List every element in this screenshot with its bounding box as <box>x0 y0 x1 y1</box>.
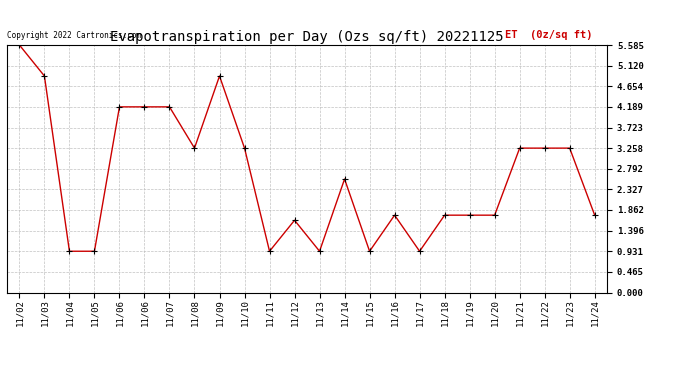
Text: Copyright 2022 Cartronics.com: Copyright 2022 Cartronics.com <box>7 31 141 40</box>
Title: Evapotranspiration per Day (Ozs sq/ft) 20221125: Evapotranspiration per Day (Ozs sq/ft) 2… <box>110 30 504 44</box>
Text: ET  (0z/sq ft): ET (0z/sq ft) <box>505 30 593 40</box>
